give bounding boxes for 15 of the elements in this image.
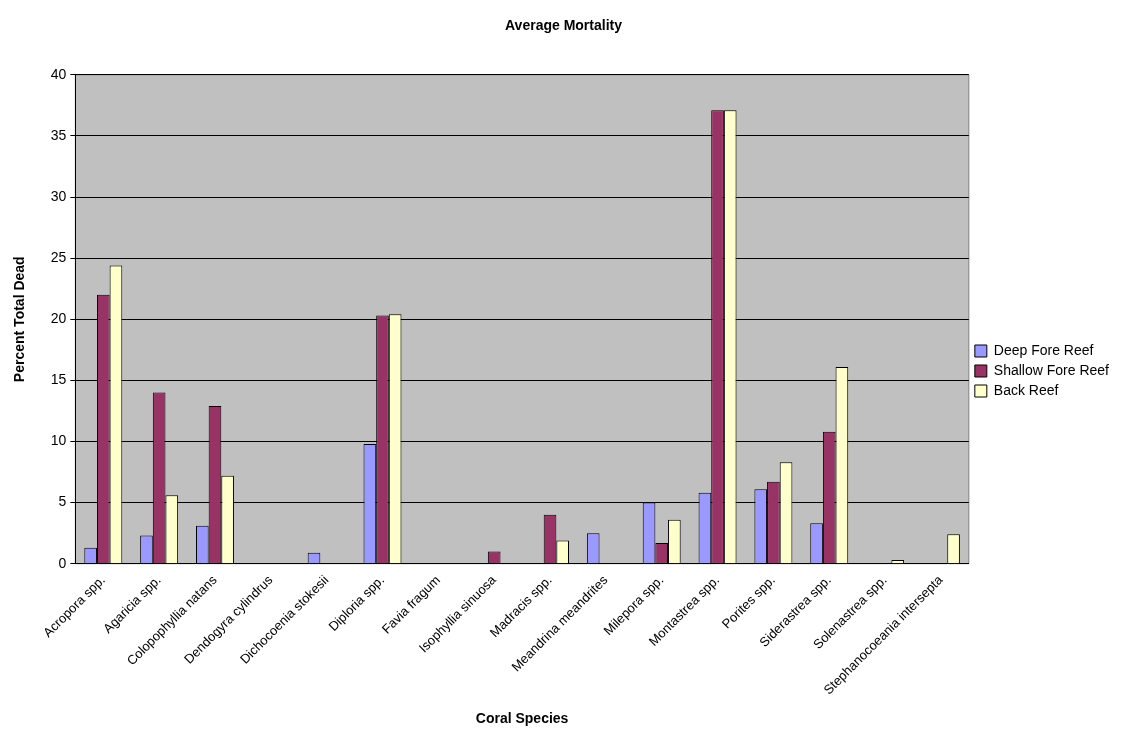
legend-label: Shallow Fore Reef <box>993 361 1110 378</box>
y-tick-label: 15 <box>50 371 67 388</box>
chart-title: Average Mortality <box>505 17 623 34</box>
y-tick-label: 10 <box>50 432 67 449</box>
legend-label: Back Reef <box>993 381 1059 398</box>
y-axis-title: Percent Total Dead <box>11 256 28 383</box>
x-axis-title: Coral Species <box>475 710 569 727</box>
y-tick-label: 40 <box>50 65 67 82</box>
y-tick-label: 5 <box>58 493 67 510</box>
y-tick-label: 30 <box>50 187 67 204</box>
y-tick-label: 0 <box>58 554 67 571</box>
legend-label: Deep Fore Reef <box>993 341 1094 358</box>
y-tick-label: 20 <box>50 310 67 327</box>
y-tick-label: 25 <box>50 248 67 265</box>
y-tick-label: 35 <box>50 126 67 143</box>
